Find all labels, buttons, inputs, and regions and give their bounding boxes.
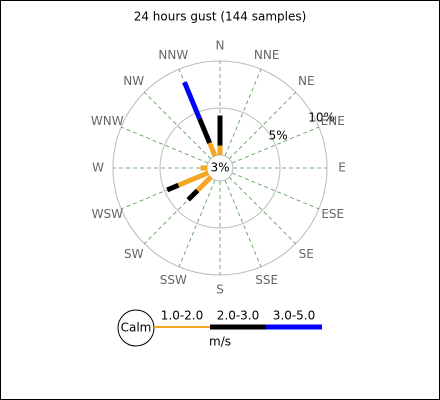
direction-label: ENE <box>321 114 345 128</box>
spoke <box>120 126 209 164</box>
segment <box>166 182 180 193</box>
legend-calm-label: Calm <box>121 321 152 335</box>
segment <box>197 117 212 144</box>
direction-label: E <box>338 161 346 175</box>
chart-title: 24 hours gust (144 samples) <box>134 10 307 24</box>
segment <box>207 142 218 157</box>
direction-label: SE <box>299 247 314 261</box>
legend-label: 2.0-3.0 <box>217 309 260 323</box>
spoke <box>228 176 296 244</box>
direction-label: NE <box>298 74 315 88</box>
direction-label: SW <box>124 247 144 261</box>
legend-unit: m/s <box>209 335 231 349</box>
spoke <box>228 92 296 160</box>
direction-label: N <box>216 39 225 53</box>
direction-label: NW <box>123 74 144 88</box>
direction-label: ESE <box>321 207 344 221</box>
spoke <box>224 179 262 268</box>
spoke <box>231 126 320 164</box>
spoke <box>178 179 216 268</box>
direction-label: WNW <box>91 114 124 128</box>
segment <box>177 170 209 188</box>
direction-label: W <box>92 161 104 175</box>
calm-label: 3% <box>210 161 229 175</box>
direction-label: NNE <box>254 48 280 62</box>
spoke <box>144 92 212 160</box>
direction-label: WSW <box>92 207 123 221</box>
direction-label: SSW <box>160 273 187 287</box>
direction-label: NNW <box>158 48 188 62</box>
direction-label: S <box>216 283 224 297</box>
segment <box>195 175 213 193</box>
segment <box>186 188 200 202</box>
legend-label: 3.0-5.0 <box>273 309 316 323</box>
direction-label: SSE <box>255 273 278 287</box>
spoke <box>231 172 320 210</box>
segment <box>182 81 202 120</box>
ring-label: 5% <box>269 128 288 142</box>
spoke <box>224 68 262 157</box>
legend-label: 1.0-2.0 <box>161 309 204 323</box>
ring-label: 10% <box>308 110 335 124</box>
ring <box>159 107 281 229</box>
